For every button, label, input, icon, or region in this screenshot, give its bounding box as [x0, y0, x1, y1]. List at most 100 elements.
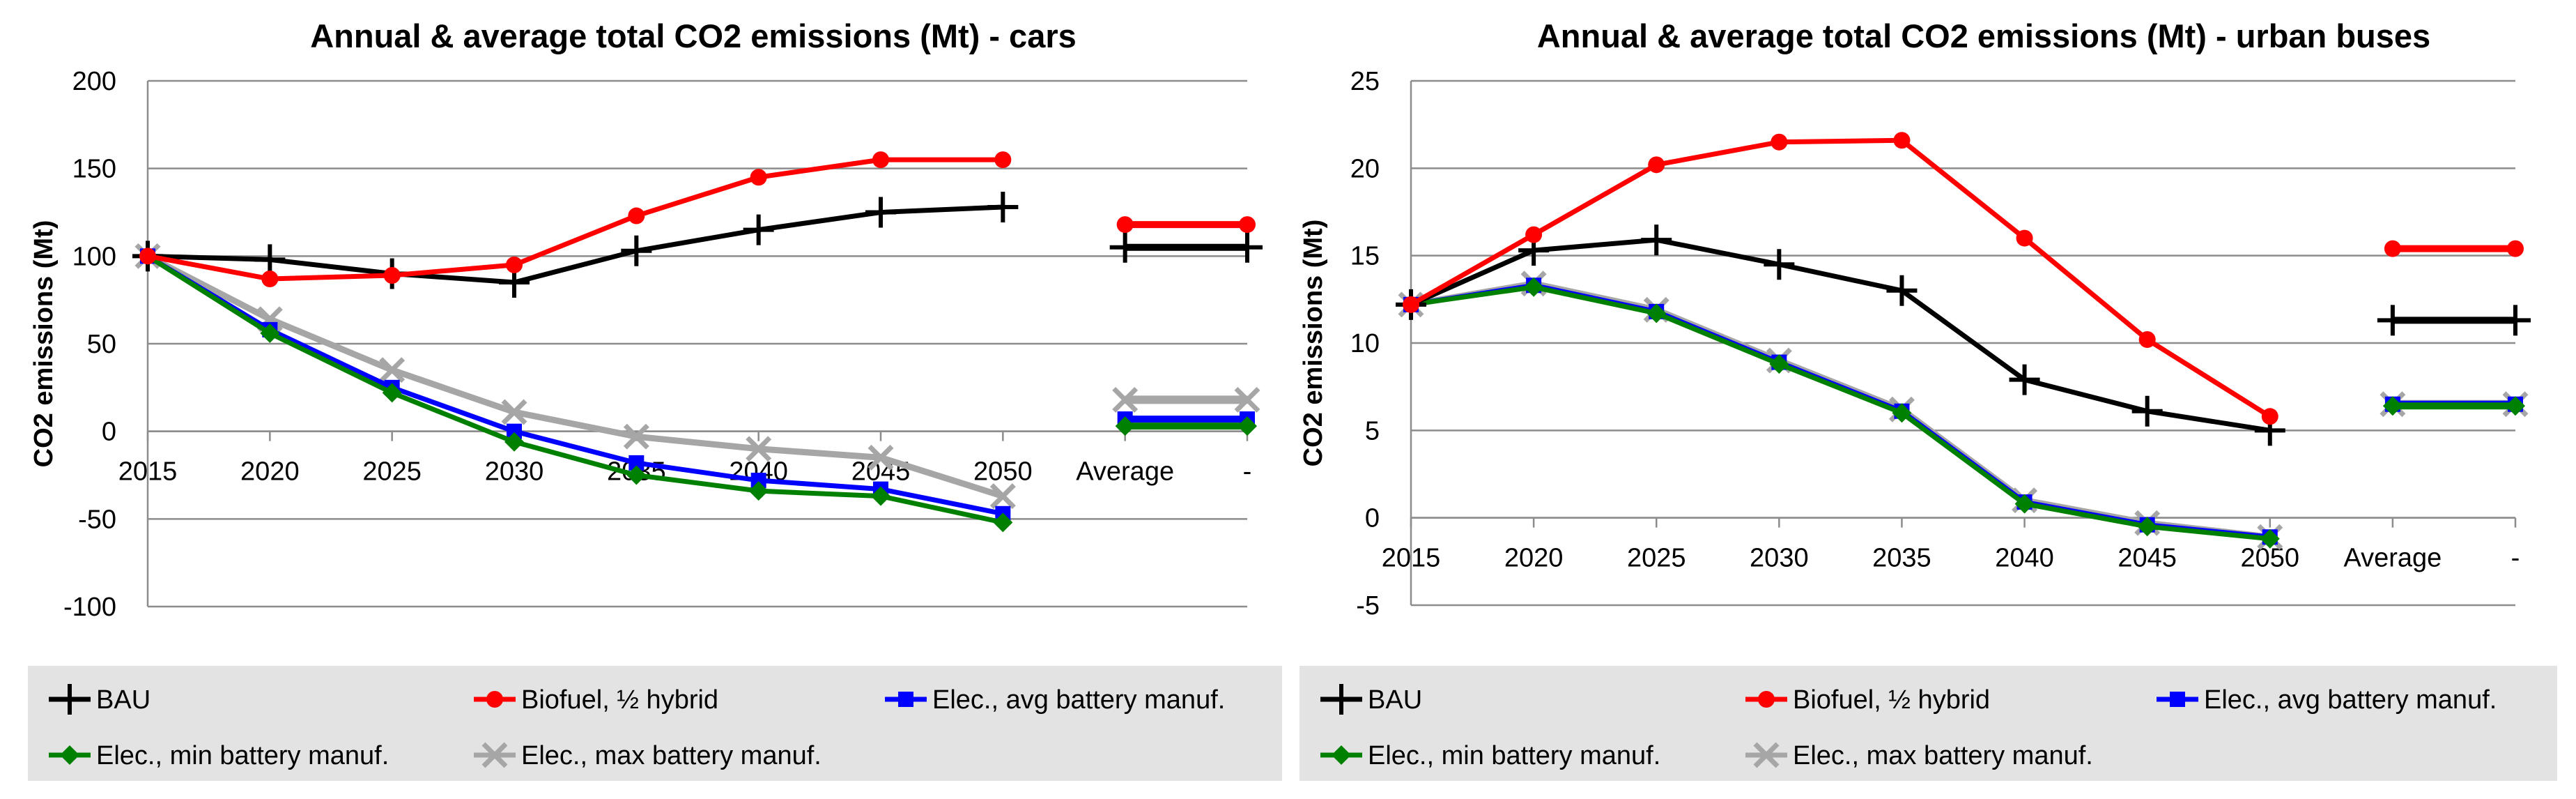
legend-label: Biofuel, ½ hybrid — [521, 685, 718, 715]
x-tick-label: 2025 — [1627, 544, 1686, 573]
legend-box — [28, 666, 1282, 781]
x-tick-label: Average — [2343, 544, 2442, 573]
series-biofuel-hybrid — [1403, 132, 2524, 425]
data-point — [750, 169, 767, 186]
chart-title: Annual & average total CO2 emissions (Mt… — [1537, 17, 2430, 54]
data-point — [871, 486, 890, 506]
legend-item-bau: BAU — [1320, 684, 1422, 715]
data-point — [254, 244, 286, 275]
data-point — [1234, 386, 1260, 413]
data-point — [383, 266, 401, 284]
data-point — [2500, 305, 2531, 336]
y-tick-label: 0 — [1365, 504, 1380, 533]
x-tick-label: 2020 — [1504, 544, 1564, 573]
x-tick-label: 2015 — [118, 457, 178, 487]
data-point — [865, 197, 896, 228]
series-line — [147, 204, 1003, 285]
data-point — [1115, 416, 1135, 436]
legend-item-elec-max-battery-manuf: Elec., max battery manuf. — [474, 741, 822, 770]
data-point — [2377, 305, 2408, 336]
data-point — [2137, 517, 2157, 537]
data-point — [1237, 416, 1257, 436]
y-tick-label: 25 — [1350, 67, 1380, 96]
data-point — [2382, 396, 2403, 416]
data-point — [2506, 396, 2525, 416]
data-point — [1116, 216, 1134, 234]
legend-marker — [2170, 692, 2185, 707]
x-tick-label: 2015 — [1382, 544, 1441, 573]
data-point — [2507, 240, 2524, 257]
data-point — [2016, 229, 2033, 247]
y-tick-label: -50 — [78, 505, 116, 534]
series-elec-avg-battery-manuf — [1403, 277, 2523, 545]
legend-label: BAU — [1368, 685, 1422, 715]
legend-item-elec-avg-battery-manuf: Elec., avg battery manuf. — [2157, 685, 2497, 715]
legend-label: Elec., avg battery manuf. — [932, 685, 1225, 715]
legend-label: Elec., min battery manuf. — [96, 741, 389, 770]
series-elec-min-battery-manuf — [138, 246, 1257, 533]
data-point — [1112, 386, 1139, 413]
x-tick-label: 2025 — [362, 457, 422, 487]
series-line — [1410, 237, 2271, 433]
y-tick-label: 5 — [1365, 416, 1380, 446]
series-bau — [132, 191, 1263, 298]
data-point — [501, 399, 527, 425]
x-tick-label: 2040 — [1995, 544, 2054, 573]
legend-label: Biofuel, ½ hybrid — [1793, 685, 1990, 715]
x-tick-label: 2035 — [1872, 544, 1931, 573]
x-tick-label: 2050 — [973, 457, 1033, 487]
legend-marker — [1753, 742, 1780, 768]
x-tick-label: 2045 — [2118, 544, 2177, 573]
x-tick-label: Average — [1076, 457, 1174, 487]
data-point — [379, 357, 406, 383]
data-point — [743, 214, 774, 245]
y-tick-label: 15 — [1350, 242, 1380, 271]
y-tick-label: 200 — [72, 67, 116, 96]
data-point — [1893, 132, 1911, 149]
y-tick-label: 0 — [102, 418, 116, 447]
data-point — [261, 271, 279, 288]
legend-label: Elec., max battery manuf. — [1793, 741, 2093, 770]
data-point — [987, 191, 1019, 222]
data-point — [382, 383, 402, 403]
chart-title: Annual & average total CO2 emissions (Mt… — [310, 17, 1077, 54]
x-tick-label: 2030 — [485, 457, 544, 487]
legend-item-elec-avg-battery-manuf: Elec., avg battery manuf. — [885, 685, 1225, 715]
data-point — [867, 444, 894, 471]
chart-2: Annual & average total CO2 emissions (Mt… — [1299, 17, 2557, 781]
data-point — [260, 323, 280, 343]
legend-item-bau: BAU — [49, 684, 151, 715]
x-tick-label: - — [1243, 457, 1252, 487]
legend-marker — [481, 742, 508, 768]
y-axis-label: CO2 emissions (Mt) — [29, 220, 59, 468]
legend-marker — [898, 692, 913, 707]
data-point — [993, 512, 1013, 533]
series-elec-min-battery-manuf — [1401, 277, 2525, 549]
y-axis-label: CO2 emissions (Mt) — [1299, 220, 1328, 467]
legend-label: Elec., avg battery manuf. — [2204, 685, 2497, 715]
data-point — [1646, 303, 1667, 324]
data-point — [1525, 226, 1543, 243]
legend-item-biofuel-hybrid: Biofuel, ½ hybrid — [474, 685, 718, 715]
data-point — [2261, 408, 2278, 425]
legend-item-elec-min-battery-manuf: Elec., min battery manuf. — [1320, 741, 1660, 770]
y-tick-label: 50 — [87, 330, 116, 359]
data-point — [1641, 225, 1672, 256]
data-point — [2260, 528, 2280, 549]
legend-item-elec-max-battery-manuf: Elec., max battery manuf. — [1745, 741, 2093, 770]
series-line — [146, 254, 1004, 517]
data-point — [1764, 249, 1795, 280]
data-point — [750, 473, 766, 489]
y-tick-label: -5 — [1356, 591, 1380, 621]
legend-marker — [60, 745, 79, 765]
legend-label: Elec., min battery manuf. — [1368, 741, 1660, 770]
data-point — [621, 235, 652, 266]
data-point — [507, 423, 522, 439]
chart-1: Annual & average total CO2 emissions (Mt… — [28, 17, 1282, 781]
legend-label: Elec., max battery manuf. — [521, 741, 822, 770]
data-point — [1886, 275, 1918, 306]
legend-label: BAU — [96, 685, 151, 715]
data-point — [989, 483, 1016, 510]
data-point — [1892, 403, 1912, 423]
